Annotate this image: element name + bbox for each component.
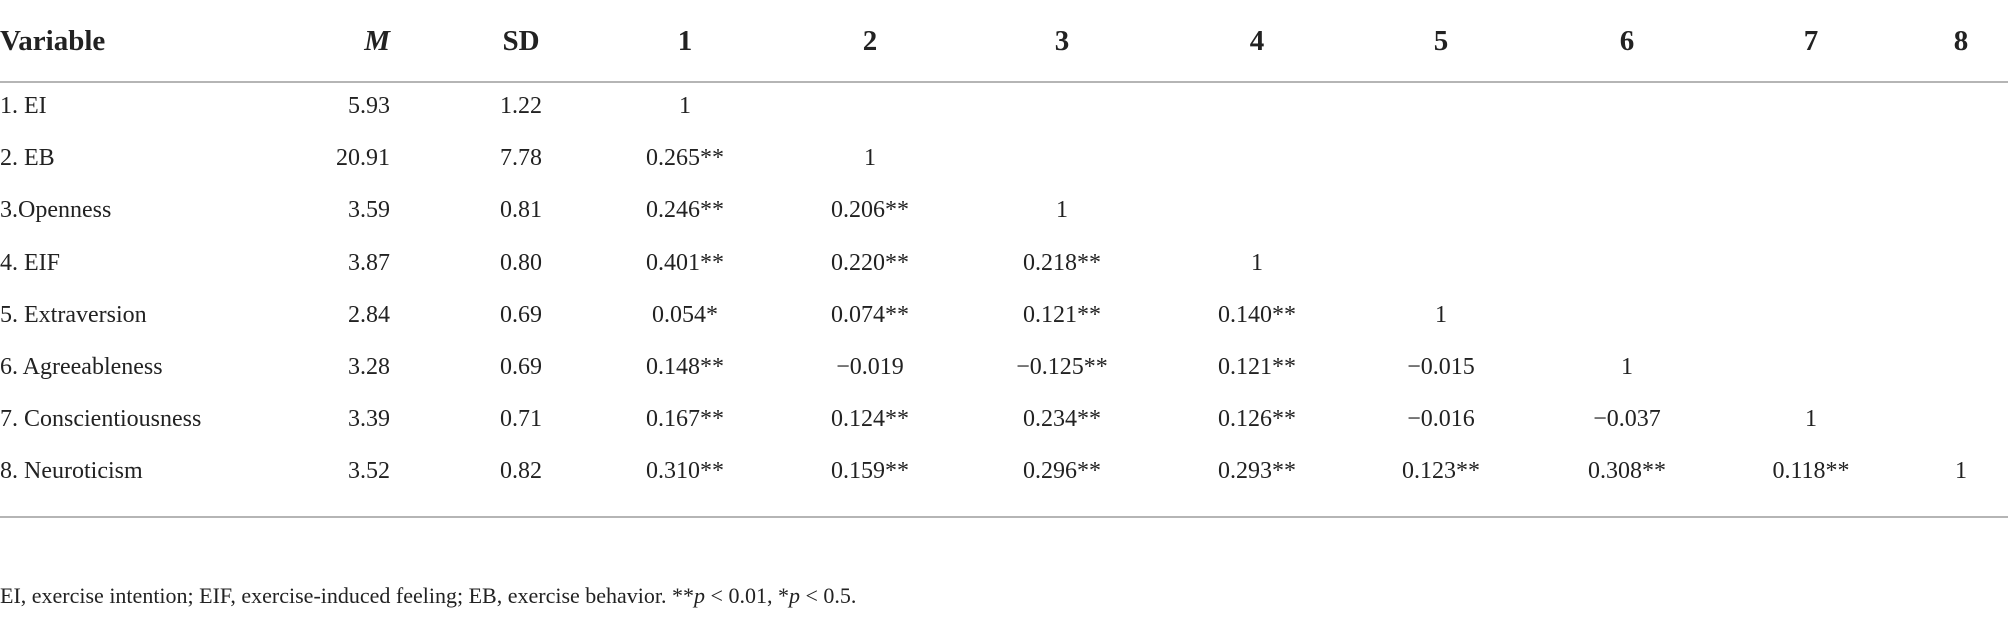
cell-correlation: 1 — [1621, 354, 1633, 380]
row-label: 8. Neuroticism — [0, 458, 143, 485]
header-rule — [0, 81, 2008, 83]
cell-correlation: 0.296** — [1023, 458, 1101, 485]
cell-correlation: −0.019 — [836, 354, 904, 380]
cell-correlation: −0.037 — [1593, 406, 1661, 433]
cell-correlation: 0.218** — [1023, 249, 1101, 276]
cell-correlation: 0.246** — [646, 197, 724, 224]
cell-correlation: 0.121** — [1218, 354, 1296, 380]
column-header: 3 — [1054, 25, 1070, 57]
cell-correlation: 0.140** — [1218, 301, 1296, 328]
cell-sd: 0.81 — [500, 197, 542, 224]
row-label: 6. Agreeableness — [0, 354, 163, 380]
column-header: Variable — [0, 25, 106, 57]
cell-mean: 3.39 — [348, 406, 390, 433]
cell-correlation: 1 — [1435, 301, 1447, 328]
cell-correlation: 0.124** — [831, 406, 909, 433]
footnote-text: p — [788, 583, 800, 608]
cell-correlation: 0.121** — [1023, 301, 1101, 328]
cell-correlation: 0.401** — [646, 249, 724, 276]
cell-correlation: 1 — [679, 93, 691, 119]
row-label: 3.Openness — [0, 197, 112, 224]
cell-mean: 20.91 — [336, 145, 390, 172]
cell-correlation: 1 — [864, 145, 876, 172]
footnote-text: < 0.01, * — [705, 583, 789, 608]
cell-correlation: 0.206** — [831, 197, 909, 224]
footnote-text: p — [694, 583, 706, 608]
row-label: 5. Extraversion — [0, 301, 147, 328]
cell-mean: 3.59 — [348, 197, 390, 224]
bottom-rule — [0, 516, 2008, 518]
cell-correlation: 1 — [1056, 197, 1068, 224]
cell-correlation: 0.123** — [1402, 458, 1480, 485]
cell-correlation: 0.126** — [1218, 406, 1296, 433]
footnote: EI, exercise intention; EIF, exercise-in… — [0, 583, 856, 609]
cell-correlation: 1 — [1805, 406, 1817, 433]
column-header: 1 — [677, 25, 693, 57]
cell-mean: 3.52 — [348, 458, 390, 485]
cell-correlation: −0.016 — [1407, 406, 1475, 433]
cell-mean: 3.28 — [348, 354, 390, 380]
column-header: 8 — [1953, 25, 1969, 57]
cell-correlation: 0.054* — [652, 301, 718, 328]
row-label: 7. Conscientiousness — [0, 406, 202, 433]
cell-sd: 0.82 — [500, 458, 542, 485]
cell-correlation: −0.125** — [1016, 354, 1108, 380]
cell-sd: 0.69 — [500, 301, 542, 328]
cell-sd: 1.22 — [500, 93, 542, 119]
column-header: SD — [502, 25, 540, 57]
cell-correlation: 0.265** — [646, 145, 724, 172]
cell-correlation: −0.015 — [1407, 354, 1475, 380]
cell-mean: 5.93 — [348, 93, 390, 119]
cell-correlation: 1 — [1955, 458, 1967, 485]
column-header: 4 — [1249, 25, 1265, 57]
cell-correlation: 0.159** — [831, 458, 909, 485]
cell-sd: 0.80 — [500, 249, 542, 276]
cell-sd: 0.71 — [500, 406, 542, 433]
column-header: 6 — [1619, 25, 1635, 57]
column-header: M — [364, 25, 390, 57]
column-header: 7 — [1803, 25, 1819, 57]
cell-correlation: 0.074** — [831, 301, 909, 328]
row-label: 1. EI — [0, 93, 47, 119]
cell-mean: 3.87 — [348, 249, 390, 276]
cell-correlation: 0.220** — [831, 249, 909, 276]
cell-correlation: 0.308** — [1588, 458, 1666, 485]
cell-correlation: 1 — [1251, 249, 1263, 276]
footnote-text: < 0.5. — [799, 583, 857, 608]
column-header: 5 — [1433, 25, 1449, 57]
row-label: 2. EB — [0, 145, 55, 172]
cell-correlation: 0.148** — [646, 354, 724, 380]
cell-sd: 0.69 — [500, 354, 542, 380]
cell-correlation: 0.293** — [1218, 458, 1296, 485]
cell-correlation: 0.234** — [1023, 406, 1101, 433]
cell-mean: 2.84 — [348, 301, 390, 328]
cell-correlation: 0.310** — [646, 458, 724, 485]
cell-sd: 7.78 — [500, 145, 542, 172]
footnote-text: EI, exercise intention; EIF, exercise-in… — [0, 583, 695, 608]
row-label: 4. EIF — [0, 249, 60, 276]
column-header: 2 — [862, 25, 878, 57]
cell-correlation: 0.118** — [1772, 458, 1850, 485]
cell-correlation: 0.167** — [646, 406, 724, 433]
